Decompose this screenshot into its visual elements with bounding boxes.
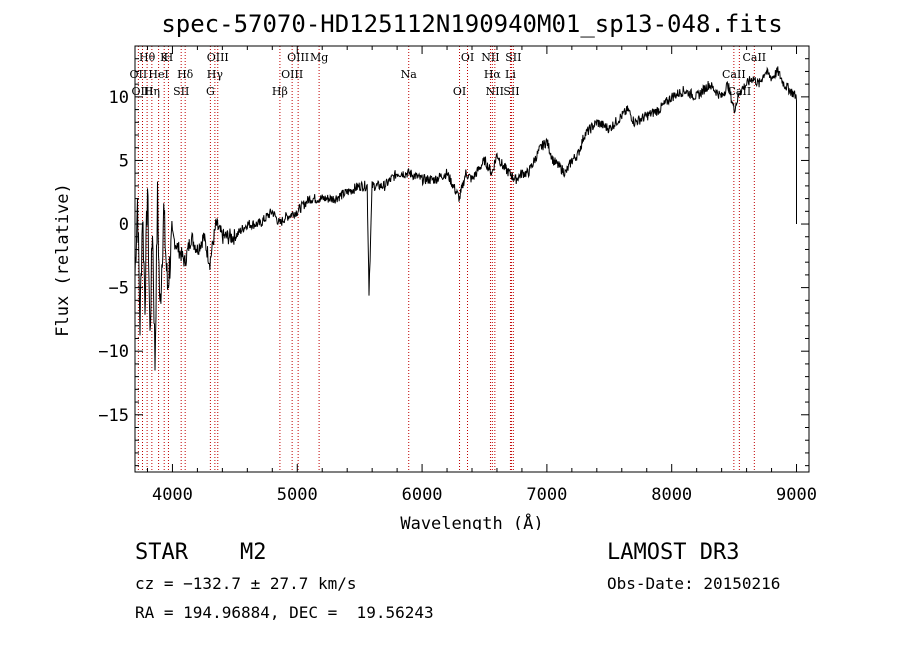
line-label: SII bbox=[505, 51, 521, 64]
line-label: H bbox=[164, 51, 174, 64]
chart-title: spec-57070-HD125112N190940M01_sp13-048.f… bbox=[161, 10, 782, 38]
line-label: HeI bbox=[148, 68, 168, 81]
y-axis-ticks: −15 −10 −5 0 5 10 bbox=[98, 58, 809, 467]
line-label: Li bbox=[505, 68, 516, 81]
line-label: OII bbox=[130, 68, 148, 81]
line-label: K bbox=[160, 51, 169, 64]
line-label: OI bbox=[453, 85, 466, 98]
line-label: Hβ bbox=[272, 85, 288, 98]
line-label: CaII bbox=[722, 68, 746, 81]
y-tick-label: −10 bbox=[98, 342, 129, 362]
line-label: SII bbox=[173, 85, 189, 98]
y-tick-label: −15 bbox=[98, 406, 129, 426]
line-label: Hα bbox=[484, 68, 502, 81]
x-tick-label: 4000 bbox=[152, 485, 193, 505]
x-tick-label: 7000 bbox=[526, 485, 567, 505]
y-tick-label: 10 bbox=[109, 88, 129, 108]
line-label: CaII bbox=[742, 51, 766, 64]
plot-frame bbox=[134, 45, 810, 473]
spectrum-series bbox=[134, 66, 797, 371]
survey-name: LAMOST DR3 bbox=[607, 540, 740, 565]
y-tick-label: 5 bbox=[119, 151, 129, 171]
x-tick-label: 5000 bbox=[277, 485, 318, 505]
x-axis-ticks: 4000 5000 6000 7000 8000 9000 bbox=[146, 46, 817, 505]
x-tick-label: 8000 bbox=[651, 485, 692, 505]
line-label: CaII bbox=[728, 85, 752, 98]
redshift-velocity: cz = −132.7 ± 27.7 km/s bbox=[135, 574, 357, 593]
line-label: Na bbox=[401, 68, 418, 81]
line-label: Hθ bbox=[139, 51, 156, 64]
spectral-line-markers bbox=[137, 46, 755, 472]
spectral-line-labels: Hθ OII OIII K HeI Hη HHδ SII OIII Hγ G OIII OIII Hβ Mg… bbox=[130, 51, 767, 98]
line-label: Hη bbox=[144, 85, 160, 98]
line-label: OI bbox=[461, 51, 474, 64]
observation-date: Obs-Date: 20150216 bbox=[607, 574, 781, 593]
line-label: Hδ bbox=[177, 68, 194, 81]
line-label: OIII bbox=[281, 68, 303, 81]
spectrum-chart: spec-57070-HD125112N190940M01_sp13-048.f… bbox=[53, 10, 817, 530]
line-label: G bbox=[206, 85, 215, 98]
spectrum-line bbox=[134, 66, 797, 371]
line-label: NII bbox=[481, 51, 499, 64]
y-tick-label: 0 bbox=[119, 215, 129, 235]
line-label: OIII bbox=[131, 85, 153, 98]
line-label: Hγ bbox=[207, 68, 224, 81]
x-tick-label: 6000 bbox=[402, 485, 443, 505]
line-label: NII bbox=[486, 85, 504, 98]
line-label: OIII bbox=[287, 51, 309, 64]
x-tick-label: 9000 bbox=[776, 485, 817, 505]
line-label: OIII bbox=[207, 51, 229, 64]
star-class: STAR bbox=[135, 540, 188, 565]
star-subclass: M2 bbox=[240, 540, 267, 565]
y-axis-label: Flux (relative) bbox=[53, 183, 73, 337]
y-tick-label: −5 bbox=[109, 279, 129, 299]
x-axis-label: Wavelength (Å) bbox=[400, 512, 543, 530]
line-label: SII bbox=[503, 85, 519, 98]
coordinates: RA = 194.96884, DEC = 19.56243 bbox=[135, 603, 434, 622]
line-label: Mg bbox=[310, 51, 328, 64]
